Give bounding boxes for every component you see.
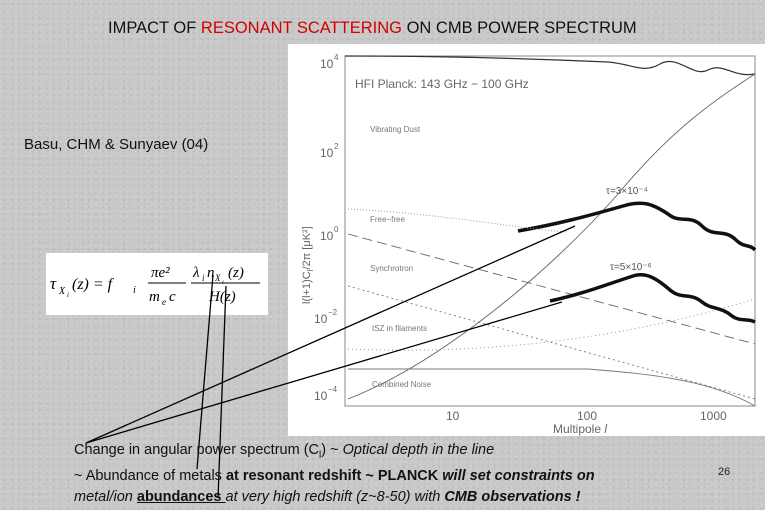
label-tau-low: τ=5×10⁻⁶ <box>610 262 652 273</box>
y-tick-exp: 2 <box>334 142 339 151</box>
y-tick-label: 10 <box>320 57 334 71</box>
x-tick-label: 100 <box>577 409 597 423</box>
tau-low-curve <box>549 273 756 324</box>
y-tick-label: 10 <box>314 312 328 326</box>
arrow-line <box>85 225 576 444</box>
synchrotron-curve <box>347 285 756 400</box>
formula-f-sub: i <box>133 285 136 296</box>
label-tsz-filaments: tSZ in filaments <box>372 324 427 333</box>
label-tau-high: τ=3×10⁻⁴ <box>606 186 648 197</box>
arrow-line <box>217 285 227 499</box>
arrow-line <box>85 301 563 444</box>
formula-svg: τ X i (z) = f i πe² m e c λ i n X i (z) … <box>50 265 260 307</box>
label-vibrating-dust: Vibrating Dust <box>370 125 421 134</box>
x-tick-labels: 10 100 1000 <box>446 409 727 423</box>
free-free-curve <box>347 233 756 345</box>
y-tick-labels: 10 4 10 2 10 0 10 −2 10 −4 <box>314 53 339 403</box>
y-tick-exp: 0 <box>334 225 339 234</box>
panel-label: HFI Planck: 143 GHz − 100 GHz <box>355 77 529 91</box>
label-synchrotron: Synchrotron <box>370 264 413 273</box>
y-tick-exp: −2 <box>328 308 338 317</box>
label-free-free: Free−free <box>370 215 405 224</box>
formula-frac2-num-a: λ <box>192 265 200 281</box>
formula-image: τ X i (z) = f i πe² m e c λ i n X i (z) … <box>46 253 268 315</box>
plot-svg: 10 4 10 2 10 0 10 −2 10 −4 l(l+1)Cl/2π [… <box>301 53 757 436</box>
power-spectrum-plot: 10 4 10 2 10 0 10 −2 10 −4 l(l+1)Cl/2π [… <box>288 44 765 436</box>
x-axis-label: Multipole l <box>553 422 607 436</box>
formula-lhs-sub: X <box>58 286 66 297</box>
y-tick-exp: −4 <box>328 385 338 394</box>
caption-line-3: metal/ion abundances at very high redshi… <box>74 488 581 505</box>
citation: Basu, CHM & Sunyaev (04) <box>24 136 209 153</box>
formula-frac2-num-c: (z) <box>228 265 244 281</box>
tau-high-curve <box>517 201 757 252</box>
formula-lhs-subsub: i <box>67 291 69 299</box>
slide-title: IMPACT OF RESONANT SCATTERING ON CMB POW… <box>108 19 765 38</box>
title-prefix: IMPACT OF <box>108 19 201 37</box>
formula-frac1-den: m <box>149 289 160 305</box>
formula-frac2-num-b-sub: X <box>214 273 221 283</box>
y-tick-exp: 4 <box>334 53 339 62</box>
formula-frac1-den-c: c <box>169 289 176 305</box>
slide-number: 26 <box>718 466 731 478</box>
formula-frac2-den: H(z) <box>208 289 236 305</box>
y-axis-label: l(l+1)Cl/2π [μK²] <box>301 226 315 304</box>
title-suffix: ON CMB POWER SPECTRUM <box>401 19 637 37</box>
dotted-curve <box>347 208 569 233</box>
x-tick-label: 1000 <box>700 409 727 423</box>
title-highlight: RESONANT SCATTERING <box>200 19 402 37</box>
formula-frac2-num-b: n <box>207 265 215 281</box>
label-combined-noise: Combined Noise <box>372 380 432 389</box>
arrow-line <box>196 274 214 470</box>
formula-frac1-num: πe² <box>151 265 170 281</box>
x-tick-label: 10 <box>446 409 460 423</box>
formula-lhs: τ <box>50 274 57 293</box>
y-tick-label: 10 <box>320 229 334 243</box>
formula-arg: (z) = f <box>72 276 115 293</box>
cmb-curve <box>344 55 756 76</box>
y-tick-label: 10 <box>320 146 334 160</box>
caption-line-2: ~ Abundance of metals at resonant redshi… <box>74 467 595 484</box>
plot-frame <box>344 55 756 407</box>
formula-frac1-den-sub: e <box>162 297 166 307</box>
y-tick-label: 10 <box>314 389 328 403</box>
noise-curve <box>348 368 756 407</box>
caption-line-1: Change in angular power spectrum (Cl) ~ … <box>74 442 495 461</box>
formula-frac2-num-a-sub: i <box>202 273 205 283</box>
caption: Change in angular power spectrum (Cl) ~ … <box>74 440 754 508</box>
